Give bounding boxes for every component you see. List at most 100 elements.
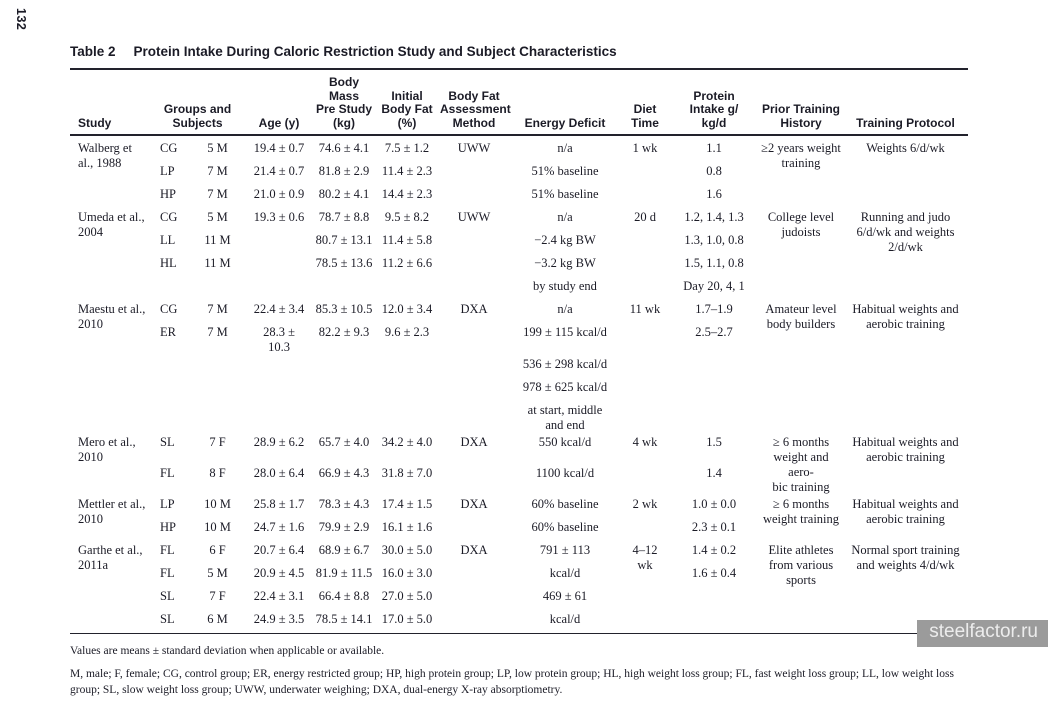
table-cell: 1.5 — [706, 435, 722, 449]
table-cell — [150, 277, 190, 300]
table-footnotes: Values are means ± standard deviation wh… — [70, 643, 968, 698]
column-header: Initial Body Fat (%) — [375, 69, 439, 136]
table-cell — [669, 355, 759, 378]
table-cell: SL — [160, 589, 175, 603]
table-cell: Weights 6/d/wk — [866, 141, 945, 155]
table-cell: 51% baseline — [531, 187, 599, 201]
table-cell: 0.8 — [706, 164, 722, 178]
table-cell: 81.8 ± 2.9 — [318, 164, 370, 178]
table-cell — [190, 277, 245, 300]
table-cell: 536 ± 298 kcal/d — [522, 357, 608, 371]
table-cell — [245, 355, 313, 378]
table-cell: 550 kcal/d — [538, 435, 592, 449]
table-cell: DXA — [460, 435, 488, 449]
table-cell: 9.6 ± 2.3 — [384, 325, 430, 339]
table-row: Mero et al., 2010 SL 7 F 28.9 ± 6.2 65.7 ± 4… — [70, 433, 968, 494]
table-cell — [245, 378, 313, 401]
column-header: Training Protocol — [843, 69, 968, 136]
table-cell: CG — [160, 302, 178, 316]
table-cell: 51% baseline — [531, 164, 599, 178]
table-cell: 1.6 — [706, 187, 722, 201]
table-cell: 7 M — [207, 325, 228, 339]
table-header: Study Groups and Subjects Age (y) Body Mass… — [70, 69, 968, 136]
table-cell: 19.3 ± 0.6 — [253, 210, 305, 224]
table-row: 536 ± 298 kcal/d — [70, 355, 968, 378]
table-cell: UWW — [457, 210, 491, 224]
table-cell: LL — [160, 233, 176, 247]
table-cell: 1.2, 1.4, 1.3 — [684, 210, 744, 224]
table-cell: 14.4 ± 2.3 — [381, 187, 433, 201]
table-cell: 28.9 ± 6.2 — [253, 435, 305, 449]
table-cell: 21.4 ± 0.7 — [253, 164, 305, 178]
table-cell: College level judoists — [767, 210, 835, 239]
table-cell: CG — [160, 141, 178, 155]
table-cell: kcal/d — [549, 566, 581, 580]
table-cell: ≥ 6 months weight training — [762, 497, 840, 526]
table-cell: −2.4 kg BW — [534, 233, 596, 247]
table-cell: n/a — [557, 141, 573, 155]
footnote-values: Values are means ± standard deviation wh… — [70, 645, 385, 657]
table-cell: CG — [160, 210, 178, 224]
table-cell: 4 wk — [632, 435, 658, 449]
table-cell: Mettler et al., 2010 — [78, 497, 146, 526]
table-row: LP 7 M 21.4 ± 0.7 81.8 ± 2.9 11.4 ± 2.3 51% b… — [70, 162, 968, 185]
table-cell: 2.5–2.7 — [695, 325, 733, 339]
table-cell: 7 F — [209, 589, 226, 603]
table-cell: 60% baseline — [531, 497, 599, 511]
table-label: Table 2 — [70, 44, 116, 59]
table-cell — [375, 355, 439, 378]
table-cell: 11.2 ± 6.6 — [381, 256, 433, 270]
table-cell: 66.9 ± 4.3 — [318, 466, 370, 480]
table-cell: DXA — [460, 497, 488, 511]
column-header: Age (y) — [245, 69, 313, 136]
table-cell: kcal/d — [549, 612, 581, 626]
table-cell: 199 ± 115 kcal/d — [523, 325, 607, 339]
table-cell — [375, 401, 439, 433]
table-cell: Amateur level body builders — [765, 302, 837, 331]
table-row: LL 11 M 80.7 ± 13.1 11.4 ± 5.8 −2.4 kg BW 1.3… — [70, 231, 968, 254]
table-row: Garthe et al., 2011a FL 6 F 20.7 ± 6.4 68.9 … — [70, 541, 968, 587]
table-cell: 28.3 ± 10.3 — [263, 325, 295, 354]
table-header-row: Study Groups and Subjects Age (y) Body Mass… — [70, 69, 968, 136]
table-row: HP 7 M 21.0 ± 0.9 80.2 ± 4.1 14.4 ± 2.3 51% b… — [70, 185, 968, 208]
table-cell: 24.9 ± 3.5 — [253, 612, 305, 626]
watermark: steelfactor.ru — [917, 620, 1048, 647]
table-cell: n/a — [557, 210, 573, 224]
table-cell: 20.7 ± 6.4 — [253, 543, 305, 557]
table-cell: 8 F — [209, 466, 226, 480]
table-cell: 469 ± 61 — [542, 589, 588, 603]
table-cell: 1.7–1.9 — [695, 302, 733, 316]
table-row: Umeda et al., 2004 CG 5 M 19.3 ± 0.6 78.7 ± … — [70, 208, 968, 254]
table-cell: FL — [160, 543, 175, 557]
table-cell — [245, 254, 313, 277]
table-cell: 24.7 ± 1.6 — [253, 520, 305, 534]
document-page: Table 2 Protein Intake During Caloric Res… — [70, 44, 968, 705]
table-cell: 78.7 ± 8.8 — [318, 210, 370, 224]
page-number: 132 — [14, 8, 28, 31]
table-cell: 1.4 ± 0.2 — [691, 543, 737, 557]
table-cell: 16.0 ± 3.0 — [381, 566, 433, 580]
table-cell: UWW — [457, 141, 491, 155]
table-cell: ≥ 6 months weight and aero- bic training — [772, 435, 830, 494]
table-cell: 60% baseline — [531, 520, 599, 534]
table-cell: 16.1 ± 1.6 — [381, 520, 433, 534]
table-cell — [669, 401, 759, 433]
table-cell — [245, 231, 313, 254]
table-cell: ≥2 years weight training — [761, 141, 841, 170]
table-cell: 65.7 ± 4.0 — [318, 435, 370, 449]
table-cell: 12.0 ± 3.4 — [381, 302, 433, 316]
table-cell: 25.8 ± 1.7 — [253, 497, 305, 511]
column-header: Diet Time — [621, 69, 669, 136]
table-cell: 81.9 ± 11.5 — [315, 566, 373, 580]
table-cell: 20.9 ± 4.5 — [253, 566, 305, 580]
table-cell: DXA — [460, 543, 488, 557]
table-cell: 11.4 ± 5.8 — [381, 233, 433, 247]
table-cell: Habitual weights and aerobic training — [852, 435, 959, 464]
table-cell: ER — [160, 325, 176, 339]
table-cell: SL — [160, 612, 175, 626]
table-cell: FL — [160, 566, 175, 580]
table-cell — [150, 401, 190, 433]
table-row: 978 ± 625 kcal/d — [70, 378, 968, 401]
table-row: ER 7 M 28.3 ± 10.3 82.2 ± 9.3 9.6 ± 2.3 199 ±… — [70, 323, 968, 355]
table-cell: 17.4 ± 1.5 — [381, 497, 433, 511]
